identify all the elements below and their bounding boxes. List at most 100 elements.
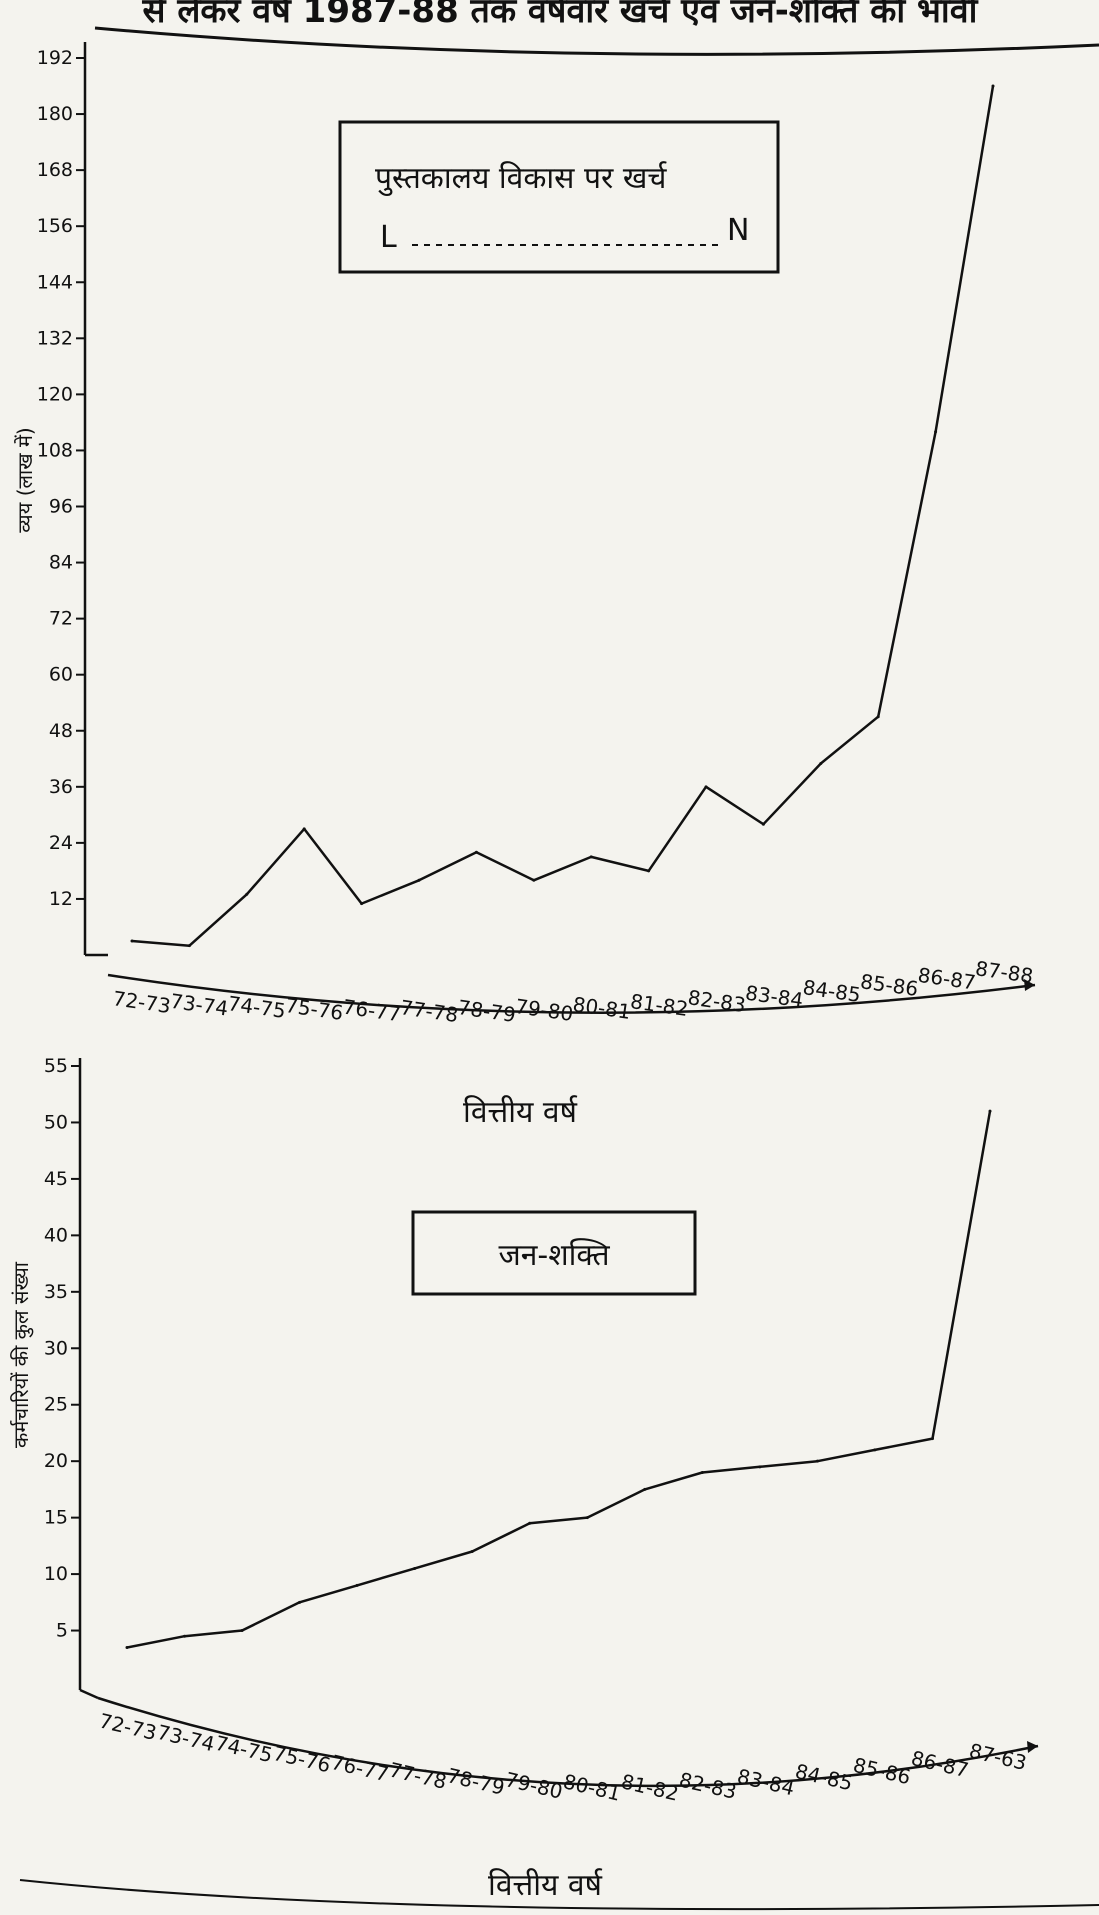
x-tick-label: 83-84 <box>735 1764 797 1800</box>
y-tick-label: 156 <box>37 215 73 237</box>
y-tick-label: 36 <box>49 776 73 798</box>
y-tick-label: 55 <box>44 1055 68 1077</box>
y-tick-label: 35 <box>44 1281 68 1303</box>
legend-box: जन-शक्ति <box>411 1210 697 1296</box>
data-point <box>417 878 421 882</box>
data-point <box>585 1516 589 1520</box>
data-point <box>240 1629 244 1633</box>
x-tick-label: 74-75 <box>213 1731 275 1767</box>
y-tick-label: 48 <box>49 720 73 742</box>
data-point <box>819 761 823 765</box>
x-tick-label: 79-80 <box>514 994 575 1026</box>
x-tick-label: 87-63 <box>967 1738 1029 1774</box>
y-tick-label: 120 <box>37 383 73 405</box>
legend-right-label: N <box>727 213 749 248</box>
data-point <box>474 850 478 854</box>
y-tick-group: 5 10 15 20 25 30 35 40 45 50 55 <box>44 1055 80 1642</box>
series-line <box>126 1110 992 1649</box>
y-axis-title: व्यय (लाख में) <box>13 427 37 532</box>
x-tick-label: 84-85 <box>793 1759 855 1795</box>
data-point <box>991 84 995 88</box>
x-tick-label: 75-76 <box>271 1741 333 1777</box>
data-point <box>589 855 593 859</box>
data-point <box>130 939 134 943</box>
y-tick-label: 84 <box>49 552 73 574</box>
x-tick-label: 78-79 <box>445 1763 507 1799</box>
y-tick-label: 12 <box>49 888 73 910</box>
legend-title: पुस्तकालय विकास पर खर्च <box>375 161 667 197</box>
y-tick-label: 25 <box>44 1394 68 1416</box>
x-tick-label: 85-86 <box>851 1753 913 1789</box>
x-axis-title: वित्तीय वर्ष <box>488 1868 603 1903</box>
data-point <box>187 944 191 948</box>
data-point <box>245 892 249 896</box>
x-tick-label: 85-86 <box>859 969 920 1001</box>
y-tick-label: 45 <box>44 1168 68 1190</box>
data-point <box>298 1600 302 1604</box>
x-tick-label: 82-83 <box>677 1767 739 1803</box>
x-tick-label: 84-85 <box>801 975 862 1007</box>
x-tick-label: 86-87 <box>909 1746 971 1782</box>
y-tick-label: 15 <box>44 1507 68 1529</box>
x-tick-label: 80-81 <box>561 1769 623 1805</box>
legend-frame <box>411 1210 697 1296</box>
x-tick-label: 81-82 <box>619 1769 681 1805</box>
data-point <box>470 1550 474 1554</box>
data-point <box>360 902 364 906</box>
y-axis-title: कर्मचारियों की कुल संख्या <box>9 1261 34 1448</box>
y-tick-label: 60 <box>49 664 73 686</box>
y-tick-group: 12 24 36 48 60 72 84 96 108 120 132 144 156 168 180 192 <box>37 47 85 910</box>
x-tick-label: 87-88 <box>974 956 1035 988</box>
y-tick-label: 168 <box>37 159 73 181</box>
data-point <box>528 1521 532 1525</box>
y-tick-label: 108 <box>37 439 73 461</box>
x-tick-label: 77-78 <box>399 995 460 1027</box>
series-points <box>125 1109 992 1649</box>
x-tick-label: 73-74 <box>169 989 230 1021</box>
x-axis-title: वित्तीय वर्ष <box>463 1095 578 1130</box>
x-axis <box>97 1696 1039 1788</box>
x-tick-label: 72-73 <box>111 986 172 1018</box>
top-border-curve <box>94 26 1099 56</box>
x-tick-label: 73-74 <box>155 1720 217 1756</box>
data-point <box>700 1470 704 1474</box>
page-header: से लेकर वर्ष 1987-88 तक वर्षवार खर्च एवं… <box>142 0 979 31</box>
x-tick-label: 75-76 <box>284 993 345 1025</box>
data-point <box>934 430 938 434</box>
x-tick-group: 72-7373-7474-7575-7676-7777-7878-7979-80… <box>111 956 1034 1027</box>
data-point <box>355 1583 359 1587</box>
y-tick-label: 144 <box>37 271 73 293</box>
x-axis-arrow-icon <box>1024 979 1035 991</box>
data-point <box>873 1448 877 1452</box>
x-tick-label: 81-82 <box>629 989 690 1021</box>
y-tick-label: 72 <box>49 608 73 630</box>
data-point <box>758 1465 762 1469</box>
data-point <box>815 1459 819 1463</box>
x-tick-label: 80-81 <box>571 992 632 1024</box>
x-axis <box>107 973 1036 1014</box>
data-point <box>761 822 765 826</box>
data-point <box>125 1645 129 1649</box>
x-tick-label: 86-87 <box>916 963 977 995</box>
y-tick-label: 10 <box>44 1563 68 1585</box>
y-axis-foot <box>79 1688 99 1700</box>
x-tick-label: 77-78 <box>387 1757 449 1793</box>
x-tick-label: 76-77 <box>329 1750 391 1786</box>
y-tick-label: 30 <box>44 1337 68 1359</box>
data-point <box>930 1437 934 1441</box>
data-point <box>988 1109 992 1113</box>
y-tick-label: 50 <box>44 1111 68 1133</box>
y-tick-label: 96 <box>49 496 73 518</box>
data-point <box>532 878 536 882</box>
x-tick-label: 78-79 <box>456 995 517 1027</box>
data-point <box>876 715 880 719</box>
data-point <box>643 1487 647 1491</box>
data-point <box>413 1566 417 1570</box>
x-tick-label: 83-84 <box>744 981 805 1013</box>
series-line <box>131 85 995 947</box>
expenditure-chart: 12 24 36 48 60 72 84 96 108 120 132 144 156 168 180 192… <box>13 42 1036 1130</box>
legend-title: जन-शक्ति <box>498 1238 610 1273</box>
y-tick-label: 192 <box>37 47 73 69</box>
y-tick-label: 180 <box>37 103 73 125</box>
